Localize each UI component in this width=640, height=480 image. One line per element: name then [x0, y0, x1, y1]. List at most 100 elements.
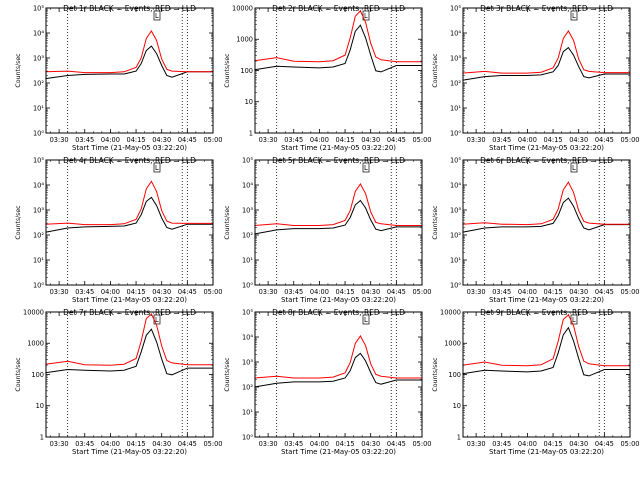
x-tick-label: 05:00 [412, 288, 431, 296]
y-tick-label: 100 [31, 371, 44, 379]
x-tick-label: 03:30 [467, 288, 486, 296]
x-tick-label: 04:45 [178, 136, 197, 144]
plot-frame [254, 7, 423, 134]
x-tick-label: 04:30 [361, 136, 380, 144]
series-lld-line [45, 180, 213, 226]
x-tick-label: 05:00 [620, 440, 639, 448]
panel-6: Det 6r BLACK = Events, RED = LLDL10⁰10¹1… [432, 156, 640, 304]
y-tick-label: 10⁰ [33, 281, 44, 289]
x-tick-label: 05:00 [203, 440, 222, 448]
x-tick-label: 04:45 [595, 136, 614, 144]
legend-box-label: L [155, 164, 159, 172]
y-tick-label: 10⁴ [33, 181, 44, 189]
plot-frame [45, 159, 214, 286]
y-tick-label: 10000 [232, 4, 253, 12]
y-tick-label: 10¹ [242, 256, 253, 264]
series-events-line [254, 24, 422, 73]
x-tick-label: 04:45 [595, 440, 614, 448]
y-tick-label: 10¹ [33, 256, 44, 264]
x-axis-label: Start Time (21-May-05 03:22:20) [72, 448, 187, 456]
y-tick-label: 100 [240, 67, 253, 75]
legend-box-label: L [572, 164, 576, 172]
x-tick-label: 04:00 [101, 136, 120, 144]
x-tick-label: 04:30 [569, 288, 588, 296]
plot-frame [45, 311, 214, 438]
x-tick-label: 04:45 [178, 440, 197, 448]
x-tick-label: 04:45 [387, 288, 406, 296]
x-tick-label: 04:30 [569, 136, 588, 144]
legend-box [362, 162, 370, 173]
y-tick-label: 10¹ [450, 256, 461, 264]
x-tick-label: 05:00 [203, 288, 222, 296]
y-tick-label: 10² [242, 383, 253, 391]
x-tick-label: 04:30 [152, 288, 171, 296]
legend-box [153, 10, 161, 21]
x-tick-label: 04:00 [310, 440, 329, 448]
y-tick-label: 10² [33, 79, 44, 87]
y-axis-label: Counts/sec [224, 357, 231, 392]
x-tick-label: 04:15 [127, 440, 146, 448]
series-events-line [254, 352, 422, 388]
y-axis-label: Counts/sec [15, 53, 22, 88]
y-tick-label: 10¹ [242, 408, 253, 416]
y-tick-label: 10² [33, 231, 44, 239]
legend-box-label: L [572, 316, 576, 324]
series-lld-line [45, 313, 213, 366]
series-lld-line [462, 30, 630, 74]
y-axis-label: Counts/sec [432, 205, 439, 240]
series-lld-line [462, 314, 630, 367]
y-tick-label: 1 [457, 433, 461, 441]
legend-box-label: L [364, 316, 368, 324]
legend-box [153, 162, 161, 173]
x-tick-label: 04:45 [595, 288, 614, 296]
y-axis-label: Counts/sec [432, 357, 439, 392]
x-tick-label: 04:45 [387, 136, 406, 144]
y-tick-label: 10⁰ [242, 433, 253, 441]
x-tick-label: 03:30 [467, 440, 486, 448]
series-events-line [462, 46, 630, 81]
y-tick-label: 1 [249, 129, 253, 137]
x-tick-label: 04:30 [152, 136, 171, 144]
y-tick-label: 10 [453, 402, 461, 410]
y-tick-label: 1 [40, 433, 44, 441]
x-tick-label: 03:45 [492, 288, 511, 296]
y-tick-label: 10⁴ [450, 181, 461, 189]
x-tick-label: 04:00 [101, 288, 120, 296]
y-axis-label: Counts/sec [15, 205, 22, 240]
y-tick-label: 10⁴ [242, 333, 253, 341]
panel-3: Det 3r BLACK = Events, RED = LLDL10⁰10¹1… [432, 4, 640, 152]
y-tick-label: 10⁵ [242, 308, 253, 316]
x-tick-label: 04:15 [544, 136, 563, 144]
y-tick-label: 10⁰ [450, 129, 461, 137]
y-tick-label: 10⁵ [450, 156, 461, 164]
x-tick-label: 03:30 [259, 288, 278, 296]
legend-box-label: L [364, 12, 368, 20]
y-tick-label: 10⁰ [33, 129, 44, 137]
x-tick-label: 03:30 [259, 440, 278, 448]
x-tick-label: 03:45 [75, 136, 94, 144]
legend-box-label: L [155, 316, 159, 324]
x-axis-label: Start Time (21-May-05 03:22:20) [489, 296, 604, 304]
y-tick-label: 1000 [236, 36, 253, 44]
series-lld-line [462, 181, 630, 226]
legend-box [362, 314, 370, 325]
x-tick-label: 04:00 [310, 136, 329, 144]
x-tick-label: 05:00 [620, 136, 639, 144]
y-tick-label: 10 [245, 98, 253, 106]
y-tick-label: 10² [242, 231, 253, 239]
panel-9: Det 9r BLACK = Events, RED = LLDL1101001… [432, 308, 640, 456]
x-axis-label: Start Time (21-May-05 03:22:20) [489, 448, 604, 456]
x-tick-label: 04:15 [127, 136, 146, 144]
x-tick-label: 04:30 [152, 440, 171, 448]
y-axis-label: Counts/sec [224, 53, 231, 88]
y-tick-label: 10¹ [450, 104, 461, 112]
legend-box-label: L [364, 164, 368, 172]
x-tick-label: 04:15 [544, 288, 563, 296]
x-tick-label: 05:00 [412, 440, 431, 448]
x-tick-label: 04:15 [336, 288, 355, 296]
plot-frame [45, 7, 214, 134]
plot-frame [462, 7, 631, 134]
series-lld-line [45, 30, 213, 74]
y-tick-label: 10³ [33, 54, 44, 62]
series-events-line [462, 197, 630, 233]
